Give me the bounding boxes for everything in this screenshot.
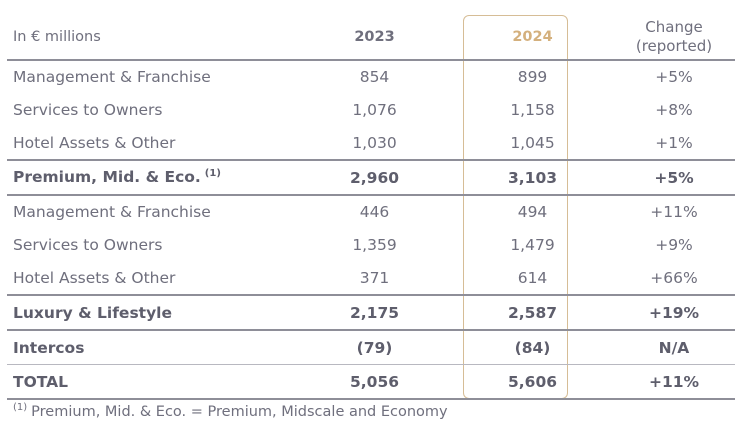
- value-2024: 2,587: [507, 303, 558, 322]
- value-2024: 899: [517, 68, 548, 87]
- change-value: +9%: [655, 236, 693, 255]
- total-label: TOTAL: [13, 372, 68, 391]
- change-header-line2: (reported): [635, 36, 713, 55]
- value-2023: 1,076: [352, 101, 397, 120]
- year-2024-header: 2024: [512, 28, 553, 45]
- change-value: +11%: [648, 372, 700, 391]
- table-header-row: In € millions 2023 2024 Change (reported…: [7, 14, 735, 60]
- change-value: +5%: [655, 68, 693, 87]
- footnote-text: Premium, Mid. & Eco. = Premium, Midscale…: [31, 403, 448, 420]
- row-label: Services to Owners: [13, 236, 163, 255]
- value-2023: 1,030: [352, 133, 397, 152]
- row-label: Management & Franchise: [13, 203, 211, 222]
- value-2023: 446: [359, 203, 390, 222]
- value-2023: (79): [356, 338, 393, 357]
- footnote: (1) Premium, Mid. & Eco. = Premium, Midsc…: [13, 402, 448, 420]
- table-row: Services to Owners 1,359 1,479 +9%: [7, 229, 735, 262]
- row-label: Management & Franchise: [13, 68, 211, 87]
- value-2024: 1,479: [510, 236, 555, 255]
- total-row: TOTAL 5,056 5,606 +11%: [7, 365, 735, 400]
- subtotal-row-luxury: Luxury & Lifestyle 2,175 2,587 +19%: [7, 295, 735, 331]
- table-row: Hotel Assets & Other 371 614 +66%: [7, 261, 735, 296]
- intercos-row: Intercos (79) (84) N/A: [7, 330, 735, 365]
- footnote-ref: (1): [204, 168, 221, 180]
- value-2023: 854: [359, 68, 390, 87]
- year-2023-header: 2023: [354, 28, 395, 45]
- row-label: Hotel Assets & Other: [13, 133, 176, 152]
- revenue-table: In € millions 2023 2024 Change (reported…: [7, 14, 735, 400]
- table-row: Management & Franchise 854 899 +5%: [7, 60, 735, 94]
- change-value: +11%: [650, 203, 698, 222]
- value-2024: 494: [517, 203, 548, 222]
- change-header: Change (reported): [613, 14, 735, 60]
- row-label: Services to Owners: [13, 101, 163, 120]
- value-2024: 5,606: [507, 372, 558, 391]
- change-value: +5%: [654, 168, 694, 187]
- value-2024: 1,045: [510, 133, 555, 152]
- change-value: N/A: [658, 338, 690, 357]
- table-row: Management & Franchise 446 494 +11%: [7, 195, 735, 229]
- subtotal-label: Premium, Mid. & Eco. (1): [7, 160, 297, 195]
- footnote-marker: (1): [13, 402, 28, 413]
- change-value: +66%: [650, 268, 698, 287]
- subtotal-label-text: Premium, Mid. & Eco.: [13, 168, 201, 187]
- change-value: +19%: [648, 303, 700, 322]
- value-2023: 2,175: [349, 303, 400, 322]
- table-row: Hotel Assets & Other 1,030 1,045 +1%: [7, 126, 735, 161]
- row-label: Hotel Assets & Other: [13, 268, 176, 287]
- change-value: +1%: [655, 133, 693, 152]
- change-header-line1: Change: [645, 17, 703, 36]
- value-2024: 3,103: [507, 168, 558, 187]
- value-2023: 371: [359, 268, 390, 287]
- value-2023: 2,960: [349, 168, 400, 187]
- value-2023: 1,359: [352, 236, 397, 255]
- subtotal-label: Luxury & Lifestyle: [13, 303, 173, 322]
- table-row: Services to Owners 1,076 1,158 +8%: [7, 94, 735, 127]
- unit-label: In € millions: [13, 28, 101, 45]
- value-2024: 614: [517, 268, 548, 287]
- value-2023: 5,056: [349, 372, 400, 391]
- value-2024: (84): [514, 338, 551, 357]
- intercos-label: Intercos: [13, 338, 85, 357]
- subtotal-row-premium: Premium, Mid. & Eco. (1) 2,960 3,103 +5%: [7, 160, 735, 196]
- change-value: +8%: [655, 101, 693, 120]
- value-2024: 1,158: [510, 101, 555, 120]
